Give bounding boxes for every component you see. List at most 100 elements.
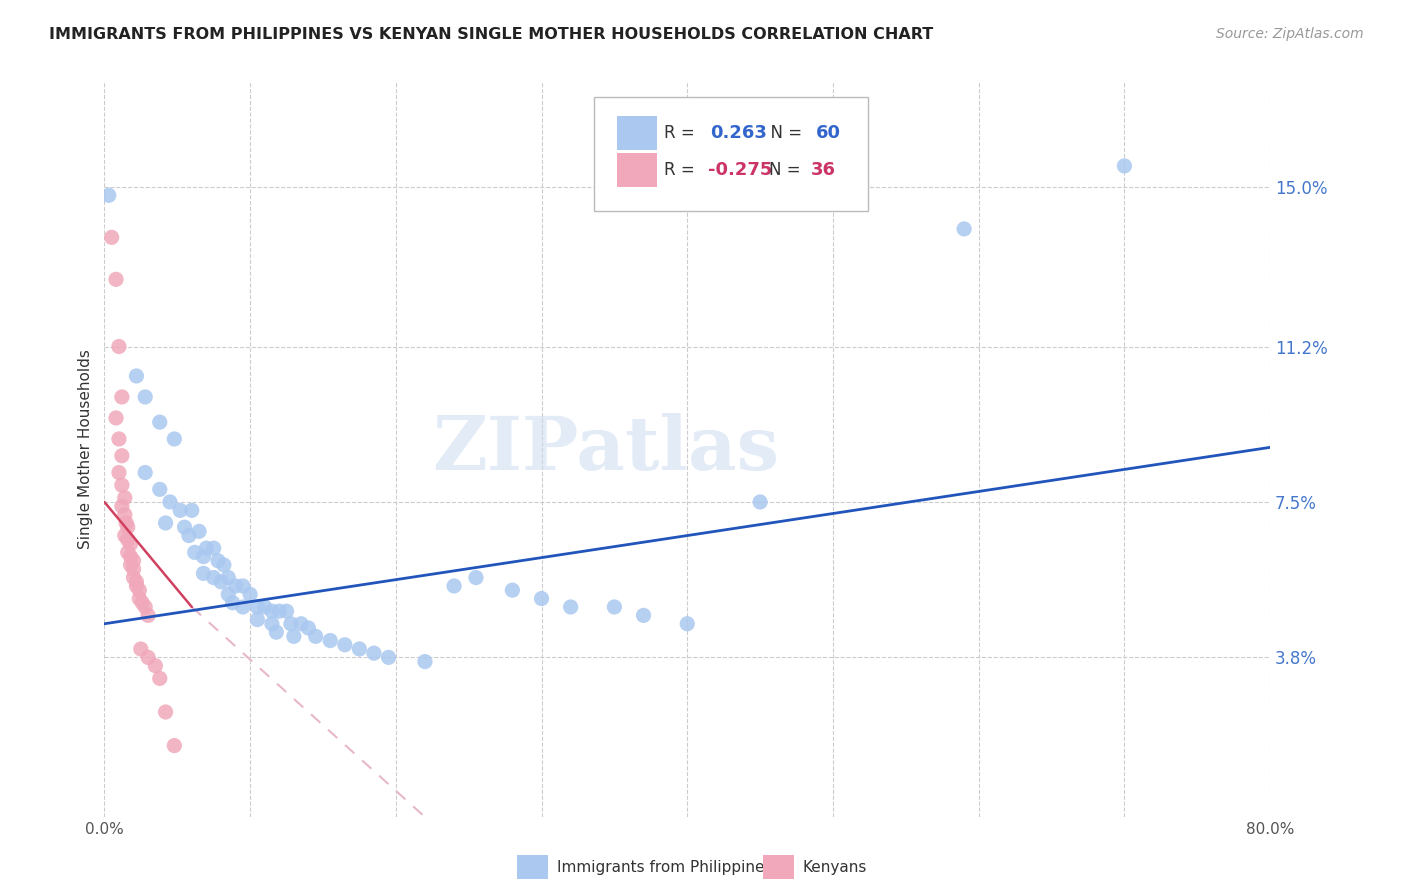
Point bbox=[125, 368, 148, 383]
Point bbox=[173, 520, 195, 534]
Text: Source: ZipAtlas.com: Source: ZipAtlas.com bbox=[1216, 27, 1364, 41]
Text: 0.263: 0.263 bbox=[710, 124, 768, 143]
Point bbox=[193, 549, 215, 564]
Text: ZIPatlas: ZIPatlas bbox=[432, 413, 779, 486]
Text: N =: N = bbox=[769, 161, 806, 179]
Point bbox=[225, 579, 247, 593]
Point bbox=[188, 524, 211, 539]
Point bbox=[120, 549, 142, 564]
Point bbox=[349, 642, 371, 657]
Point bbox=[239, 587, 262, 601]
FancyBboxPatch shape bbox=[617, 153, 657, 187]
Point bbox=[603, 599, 626, 614]
Point bbox=[155, 705, 177, 719]
Point bbox=[953, 222, 976, 236]
Point bbox=[377, 650, 399, 665]
Point bbox=[501, 583, 523, 598]
Point bbox=[749, 495, 772, 509]
Point bbox=[108, 432, 131, 446]
Point bbox=[100, 230, 122, 244]
Point bbox=[207, 554, 229, 568]
Point bbox=[129, 642, 152, 657]
Point bbox=[131, 596, 153, 610]
Point bbox=[111, 499, 134, 513]
Point bbox=[209, 574, 232, 589]
Point bbox=[122, 562, 145, 576]
Point bbox=[134, 390, 156, 404]
Point bbox=[260, 604, 283, 618]
Point bbox=[105, 411, 128, 425]
Point bbox=[413, 655, 436, 669]
Point bbox=[128, 591, 150, 606]
Point bbox=[169, 503, 191, 517]
Point bbox=[111, 478, 134, 492]
Point bbox=[195, 541, 218, 556]
Point bbox=[114, 528, 136, 542]
Point bbox=[145, 658, 167, 673]
Point bbox=[134, 466, 156, 480]
Point bbox=[290, 616, 312, 631]
Point bbox=[114, 491, 136, 505]
Point bbox=[305, 629, 328, 643]
Point bbox=[276, 604, 298, 618]
Point bbox=[128, 583, 150, 598]
Point bbox=[333, 638, 356, 652]
Point bbox=[114, 508, 136, 522]
Point bbox=[260, 616, 283, 631]
FancyBboxPatch shape bbox=[617, 117, 657, 150]
Text: R =: R = bbox=[664, 161, 700, 179]
Point bbox=[177, 528, 200, 542]
Point bbox=[443, 579, 465, 593]
Point bbox=[253, 599, 276, 614]
Text: IMMIGRANTS FROM PHILIPPINES VS KENYAN SINGLE MOTHER HOUSEHOLDS CORRELATION CHART: IMMIGRANTS FROM PHILIPPINES VS KENYAN SI… bbox=[49, 27, 934, 42]
Point bbox=[134, 599, 156, 614]
Point bbox=[221, 596, 243, 610]
Point bbox=[297, 621, 319, 635]
Point bbox=[108, 466, 131, 480]
Text: N =: N = bbox=[759, 124, 807, 143]
Point bbox=[319, 633, 342, 648]
Point bbox=[212, 558, 235, 572]
Point bbox=[180, 503, 202, 517]
Point bbox=[149, 415, 172, 429]
FancyBboxPatch shape bbox=[593, 96, 868, 211]
Point bbox=[217, 570, 239, 584]
Point bbox=[363, 646, 385, 660]
Point bbox=[136, 650, 159, 665]
Point bbox=[105, 272, 128, 286]
Text: 36: 36 bbox=[811, 161, 835, 179]
Point bbox=[117, 520, 139, 534]
Text: R =: R = bbox=[664, 124, 700, 143]
Point bbox=[283, 629, 305, 643]
Point bbox=[269, 604, 291, 618]
Point bbox=[183, 545, 205, 559]
Point bbox=[149, 672, 172, 686]
Point bbox=[246, 599, 269, 614]
Point bbox=[122, 570, 145, 584]
Point bbox=[97, 188, 120, 202]
Text: -0.275: -0.275 bbox=[709, 161, 773, 179]
Point bbox=[266, 625, 288, 640]
Point bbox=[108, 339, 131, 353]
Point bbox=[111, 449, 134, 463]
Point bbox=[117, 533, 139, 547]
Point bbox=[125, 579, 148, 593]
Point bbox=[217, 587, 239, 601]
Point bbox=[530, 591, 553, 606]
Point bbox=[120, 558, 142, 572]
Point bbox=[159, 495, 181, 509]
Text: Kenyans: Kenyans bbox=[803, 860, 868, 874]
Point bbox=[163, 432, 186, 446]
Point bbox=[465, 570, 488, 584]
Point bbox=[163, 739, 186, 753]
Point bbox=[125, 574, 148, 589]
Point bbox=[202, 570, 225, 584]
Point bbox=[111, 390, 134, 404]
Point bbox=[676, 616, 699, 631]
Point bbox=[232, 599, 254, 614]
Point bbox=[202, 541, 225, 556]
Point bbox=[560, 599, 582, 614]
Point bbox=[136, 608, 159, 623]
Point bbox=[122, 554, 145, 568]
Point bbox=[155, 516, 177, 530]
